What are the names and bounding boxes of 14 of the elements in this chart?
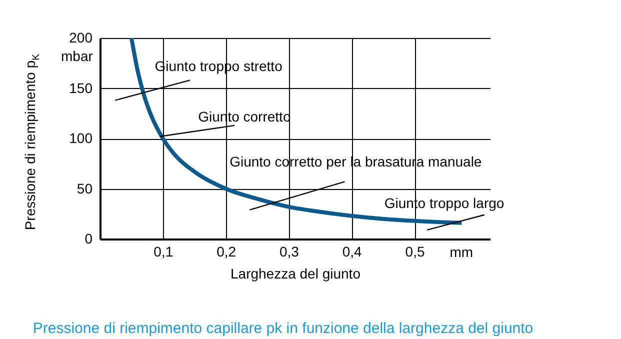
x-tick-label: 0,4 [342, 244, 362, 260]
y-tick-label: 0 [84, 230, 93, 246]
x-tick-label: 0,2 [216, 244, 236, 260]
text: Pressione di riempimento capillare pk in funzione della larghezza del giunto [32, 320, 534, 337]
y-tick-label: 200 [69, 30, 93, 46]
y-tick-label: 100 [69, 130, 93, 146]
x-tick-label: 0,1 [154, 244, 174, 260]
text: mm [450, 244, 474, 260]
x-tick-label: 0,5 [405, 244, 425, 260]
x-axis-title: Larghezza del giunto [230, 266, 361, 282]
y-tick-label: 50 [76, 180, 93, 196]
text: mbar [61, 48, 94, 64]
y-tick-label: 150 [69, 80, 93, 96]
x-tick-label: 0,3 [279, 244, 300, 260]
